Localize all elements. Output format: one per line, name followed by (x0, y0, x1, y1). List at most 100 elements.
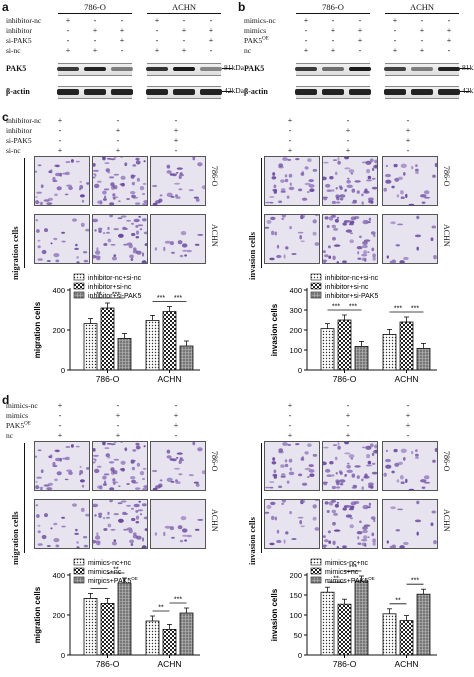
legend-swatch (73, 567, 85, 575)
stained-cell (94, 183, 100, 189)
significance-label: *** (349, 304, 357, 311)
stained-cell (93, 254, 97, 259)
stained-cell (332, 540, 336, 545)
stained-cell (61, 231, 65, 234)
stained-cell (35, 455, 38, 458)
stained-cell (312, 231, 317, 236)
stained-cell (265, 486, 271, 489)
stained-cell (397, 223, 404, 226)
stained-cell (44, 513, 48, 518)
sign-cell: - (406, 146, 410, 155)
bar (320, 591, 335, 656)
stained-cell (323, 461, 327, 466)
stained-cell (371, 452, 375, 456)
stained-cell (143, 160, 146, 163)
stained-cell (136, 177, 140, 182)
stained-cell (394, 462, 400, 467)
micrograph-cells (323, 500, 376, 548)
stained-cell (97, 485, 101, 489)
header-rule (385, 13, 459, 14)
stained-cell (284, 463, 289, 468)
stained-cell (346, 184, 353, 188)
stained-cell (175, 479, 178, 482)
stained-cell (361, 257, 367, 261)
stained-cell (281, 215, 287, 218)
blot-band (111, 67, 133, 71)
stained-cell (171, 536, 175, 539)
stained-cell (301, 482, 308, 486)
stained-cell (345, 229, 352, 233)
stained-cell (59, 172, 62, 177)
stained-cell (55, 544, 60, 548)
stained-cell (96, 247, 99, 251)
stained-cell (142, 487, 147, 490)
micrograph (382, 214, 438, 264)
sign-cell: + (330, 26, 336, 35)
stained-cell (131, 517, 136, 522)
stained-cell (335, 187, 338, 190)
micrograph-cells (35, 218, 89, 263)
stained-cell (415, 164, 418, 167)
stained-cell (312, 504, 317, 509)
stained-cell (362, 244, 368, 249)
stained-cell (61, 516, 65, 519)
stained-cell (373, 164, 377, 169)
stained-cell (289, 226, 292, 230)
stained-cell (36, 229, 40, 233)
micrograph (92, 499, 148, 549)
stained-cell (424, 481, 431, 484)
legend-swatch (73, 291, 85, 299)
stained-cell (281, 500, 287, 503)
stained-cell (142, 202, 147, 205)
sign-cell: + (446, 36, 452, 45)
stained-cell (176, 452, 183, 455)
stained-cell (104, 480, 107, 484)
legend-label: mimics+PAK5OE (325, 576, 375, 585)
stained-cell (132, 449, 137, 452)
stained-cell (178, 188, 183, 191)
stained-cell (178, 460, 182, 464)
stained-cell (35, 481, 38, 483)
stained-cell (324, 501, 329, 505)
stained-cell (117, 502, 123, 505)
sign-cell: - (406, 401, 410, 410)
stained-cell (182, 534, 189, 537)
stained-cell (368, 502, 372, 506)
stained-cell (333, 227, 338, 231)
stained-cell (176, 172, 179, 174)
sign-cell: + (392, 46, 398, 55)
stained-cell (103, 528, 108, 531)
sign-cell: + (57, 116, 63, 125)
bar-chart: 0 100 200 300 400 invasion cells 786-O ACHN *** *… (270, 273, 437, 384)
stained-cell (55, 449, 60, 453)
cell-line-label: 786-O (442, 451, 451, 472)
sign-cell: + (345, 411, 351, 420)
legend-swatch (310, 558, 322, 566)
stained-cell (363, 239, 371, 242)
stained-cell (144, 243, 147, 247)
stained-cell (97, 200, 101, 204)
stained-cell (143, 231, 147, 235)
stained-cell (424, 196, 431, 199)
cell-line-label: 786-O (210, 166, 219, 187)
stained-cell (289, 467, 292, 471)
stained-cell (56, 471, 62, 476)
stained-cell (143, 445, 146, 448)
stained-cell (300, 500, 306, 504)
stained-cell (314, 500, 319, 501)
stained-cell (175, 196, 181, 199)
stained-cell (166, 164, 171, 169)
micrograph-cells (154, 231, 204, 258)
stained-cell (361, 253, 368, 257)
stained-cell (111, 185, 115, 190)
x-tick-label: 786-O (96, 374, 120, 384)
stained-cell (170, 481, 175, 483)
stained-cell (314, 242, 319, 246)
stained-cell (300, 457, 305, 461)
legend-label: mimics+nc (325, 569, 359, 576)
blot-band (84, 89, 106, 95)
stained-cell (107, 523, 112, 528)
stained-cell (356, 190, 360, 194)
sign-cell: - (116, 401, 120, 410)
stained-cell (399, 260, 405, 263)
